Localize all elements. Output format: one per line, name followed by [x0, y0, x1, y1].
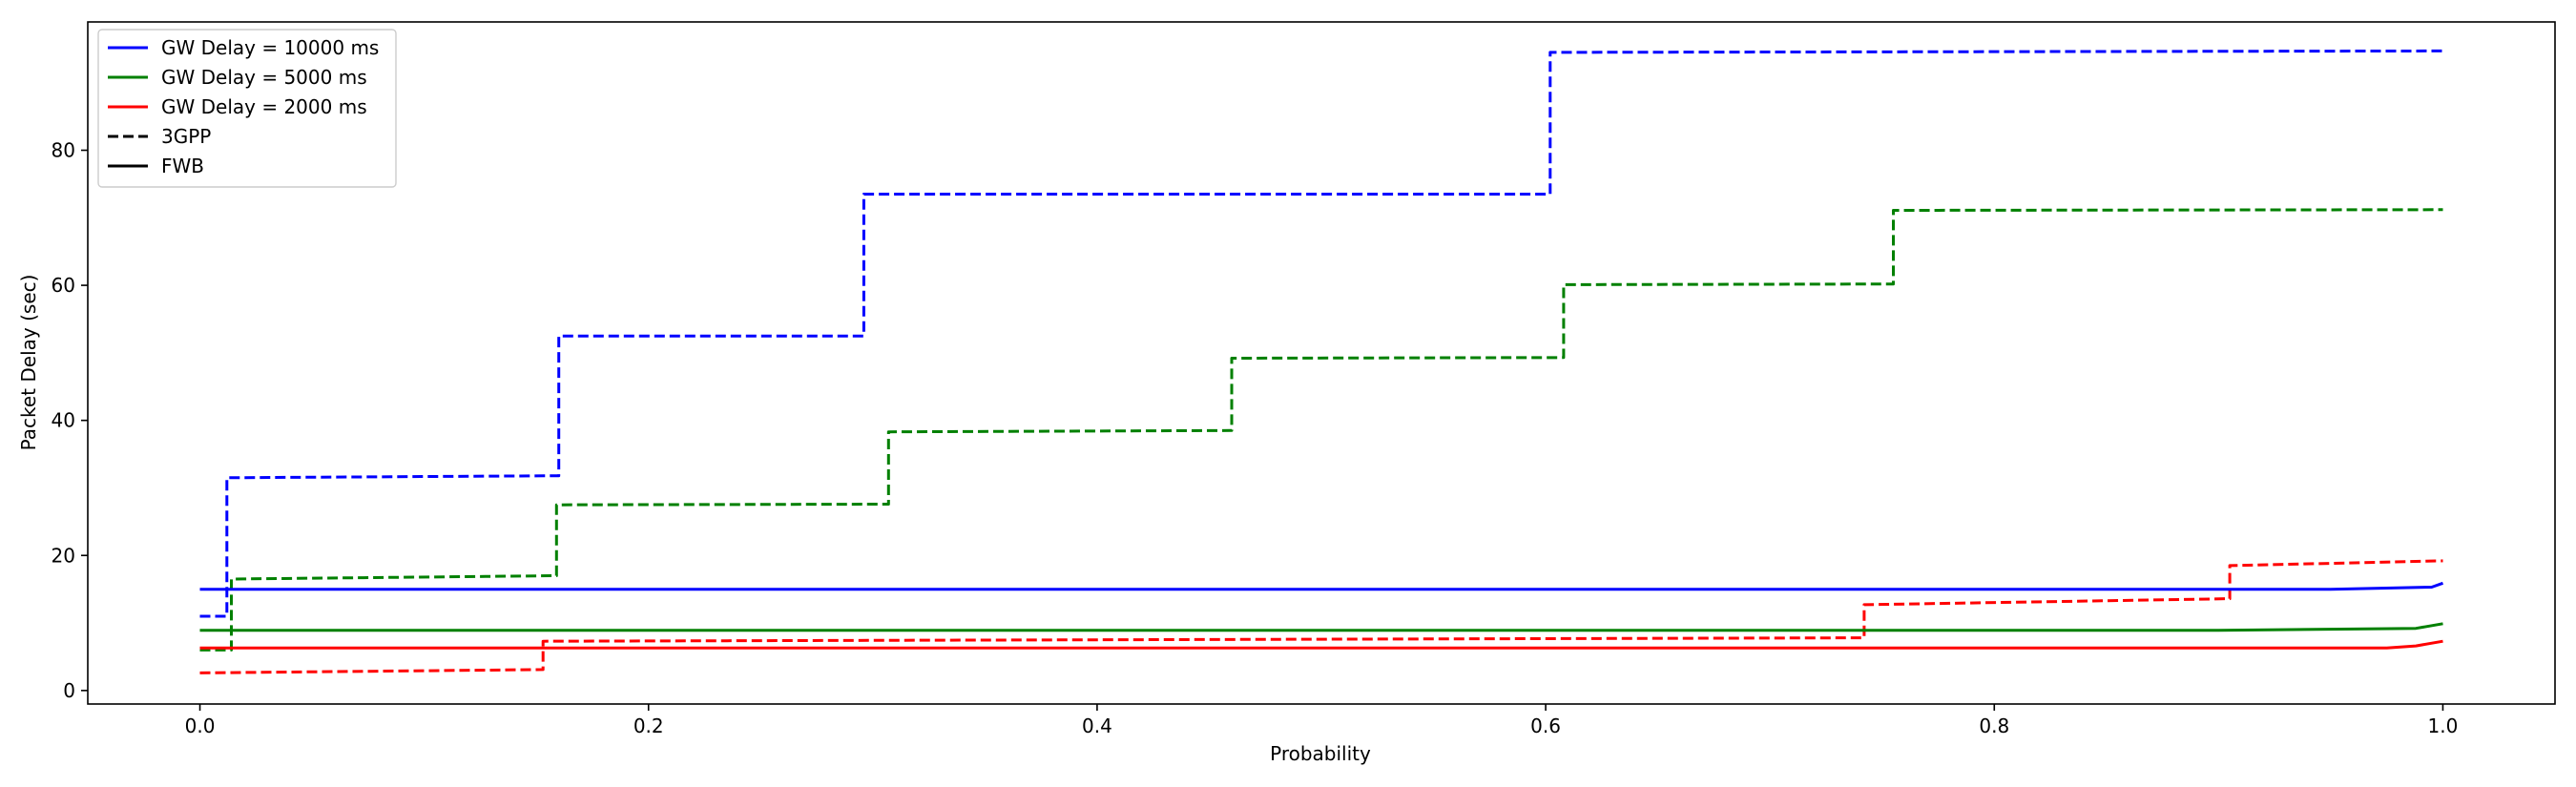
legend-label: GW Delay = 10000 ms: [161, 36, 379, 59]
x-tick-label: 0.8: [1979, 715, 2009, 737]
x-tick-label: 0.2: [634, 715, 664, 737]
series-line-3gpp-1: [199, 49, 2443, 618]
y-axis-label: Packet Delay (sec): [17, 275, 40, 451]
legend: GW Delay = 10000 ms GW Delay = 5000 ms GW …: [97, 29, 397, 188]
y-tick-label: 40: [52, 409, 75, 432]
axes-layer: 0.0 0.2 0.4 0.6 0.8 1.0 0 20 40 60 80: [52, 21, 2556, 737]
x-axis-label: Probability: [1270, 742, 1371, 765]
legend-label: GW Delay = 2000 ms: [161, 95, 367, 118]
x-tick-label: 0.4: [1082, 715, 1112, 737]
plot-frame: [87, 21, 2556, 705]
legend-label: 3GPP: [161, 125, 211, 148]
y-tick-label: 60: [52, 274, 75, 297]
series-line-fwb-6: [199, 639, 2443, 650]
y-tick-label: 80: [52, 139, 75, 162]
series-line-3gpp-3: [199, 559, 2443, 674]
x-tick-label: 0.6: [1530, 715, 1561, 737]
series-line-3gpp-2: [199, 208, 2443, 652]
legend-box: [97, 29, 397, 188]
x-tick-label: 1.0: [2428, 715, 2459, 737]
series-layer: [199, 49, 2444, 674]
x-tick-label: 0.0: [185, 715, 216, 737]
y-tick-label: 0: [63, 679, 75, 702]
legend-label: GW Delay = 5000 ms: [161, 66, 367, 89]
legend-label: FWB: [161, 155, 204, 177]
y-tick-label: 20: [52, 544, 75, 567]
series-line-fwb-4: [199, 581, 2444, 591]
series-line-fwb-5: [199, 622, 2443, 632]
